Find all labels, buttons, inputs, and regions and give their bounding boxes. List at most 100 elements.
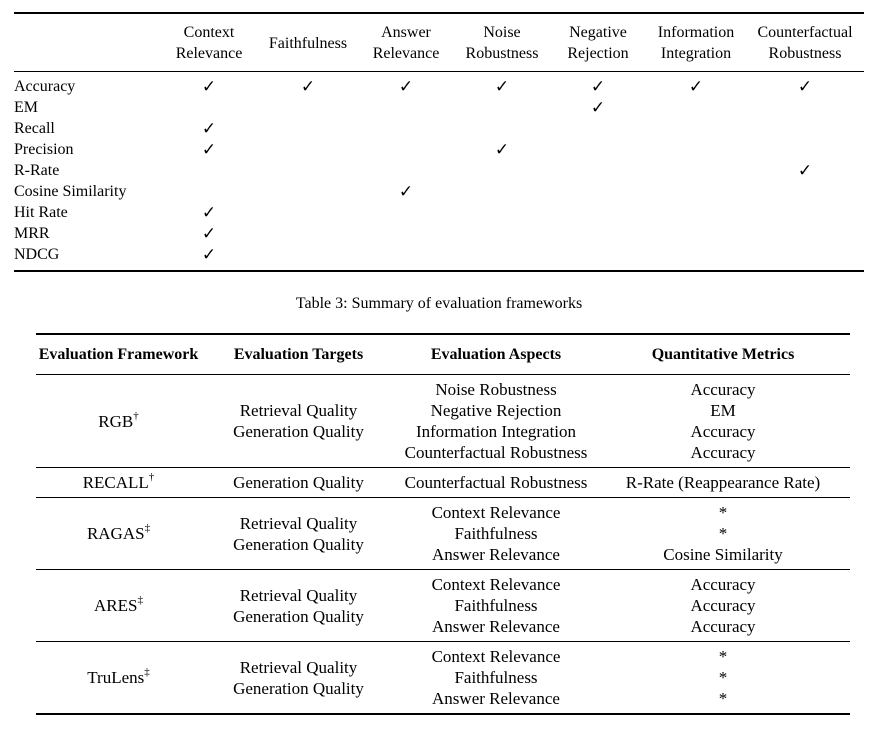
frameworks-summary-table: Evaluation Framework Evaluation Targets … (36, 333, 850, 715)
quantitative-metric-line: * (718, 647, 728, 666)
evaluation-target-line: Retrieval Quality (239, 513, 358, 533)
column-header-evaluation-targets: Evaluation Targets (201, 334, 396, 375)
aspects-cell: Context Relevance Faithfulness Answer Rele… (396, 569, 596, 642)
metrics-cell: Accuracy EM Accuracy Accuracy (596, 374, 850, 468)
empty-cell (550, 139, 646, 160)
empty-cell (746, 244, 864, 271)
metrics-cell: * * * (596, 642, 850, 715)
framework-marker: ‡ (144, 522, 151, 535)
evaluation-target-line: Retrieval Quality (239, 585, 358, 605)
framework-name-cell: TruLens‡ (36, 642, 201, 715)
framework-name-cell: RGB† (36, 374, 201, 468)
empty-cell (454, 223, 550, 244)
empty-cell (746, 223, 864, 244)
quantitative-metric-line: Accuracy (690, 380, 756, 399)
checkmark-icon: ✓ (398, 77, 414, 96)
empty-cell (454, 244, 550, 271)
checkmark-icon: ✓ (201, 140, 217, 159)
checkmark-icon: ✓ (797, 161, 813, 180)
checkmark-icon: ✓ (201, 245, 217, 264)
empty-cell (646, 160, 746, 181)
checkmark-icon: ✓ (797, 77, 813, 96)
empty-cell (646, 97, 746, 118)
evaluation-aspect-line: Answer Relevance (432, 689, 560, 708)
frameworks-header-row: Evaluation Framework Evaluation Targets … (36, 334, 850, 375)
empty-cell (258, 223, 358, 244)
evaluation-aspect-line: Faithfulness (454, 668, 538, 687)
evaluation-aspect-line: Answer Relevance (432, 545, 560, 564)
evaluation-target-line: Generation Quality (233, 473, 364, 492)
evaluation-aspect-line: Context Relevance (431, 647, 561, 666)
evaluation-aspect-line: Faithfulness (454, 596, 538, 615)
empty-cell (160, 160, 258, 181)
metric-label: Recall (14, 120, 55, 137)
checkmark-icon: ✓ (300, 77, 316, 96)
matrix-row: Cosine Similarity ✓ (14, 181, 864, 202)
quantitative-metric-line: Accuracy (690, 617, 756, 636)
checkmark-icon: ✓ (590, 98, 606, 117)
framework-row: RECALL† Generation Quality Counterfactual … (36, 467, 850, 498)
quantitative-metric-line: EM (710, 401, 736, 420)
targets-cell: Retrieval Quality Generation Quality (201, 569, 396, 642)
framework-name: RAGAS (86, 524, 145, 543)
quantitative-metric-line: * (718, 503, 728, 522)
paper-page: Context Relevance Faithfulness Answer Re… (0, 12, 878, 730)
empty-cell (646, 244, 746, 271)
checkmark-icon: ✓ (494, 140, 510, 159)
metrics-cell: * * Cosine Similarity (596, 497, 850, 570)
matrix-row: R-Rate ✓ (14, 160, 864, 181)
framework-row: ARES‡ Retrieval Quality Generation Quality… (36, 569, 850, 642)
evaluation-target-line: Generation Quality (233, 678, 364, 698)
quantitative-metric-line: * (718, 668, 728, 687)
column-header-noise-robustness: Noise Robustness (454, 13, 550, 72)
empty-cell (646, 181, 746, 202)
empty-cell (746, 97, 864, 118)
framework-row: RAGAS‡ Retrieval Quality Generation Qualit… (36, 497, 850, 570)
evaluation-aspect-line: Information Integration (415, 422, 577, 441)
framework-marker: † (148, 471, 155, 484)
empty-cell (258, 181, 358, 202)
framework-name-cell: RECALL† (36, 467, 201, 498)
aspects-cell: Counterfactual Robustness (396, 467, 596, 498)
evaluation-aspect-line: Negative Rejection (430, 401, 562, 420)
empty-cell (160, 181, 258, 202)
empty-cell (646, 139, 746, 160)
quantitative-metric-line: Accuracy (690, 443, 756, 462)
checkmark-icon: ✓ (201, 224, 217, 243)
column-header-negative-rejection: Negative Rejection (550, 13, 646, 72)
column-header-information-integration: Information Integration (646, 13, 746, 72)
empty-cell (358, 118, 454, 139)
empty-cell (258, 244, 358, 271)
targets-cell: Retrieval Quality Generation Quality (201, 642, 396, 715)
empty-cell (550, 202, 646, 223)
metric-label: Hit Rate (14, 204, 68, 221)
framework-name-cell: ARES‡ (36, 569, 201, 642)
column-header-quantitative-metrics: Quantitative Metrics (596, 334, 850, 375)
empty-cell (258, 139, 358, 160)
empty-cell (746, 118, 864, 139)
empty-cell (358, 139, 454, 160)
framework-row: TruLens‡ Retrieval Quality Generation Qual… (36, 642, 850, 715)
empty-cell (454, 97, 550, 118)
metric-label: Cosine Similarity (14, 183, 127, 200)
framework-name: RECALL (82, 473, 149, 492)
quantitative-metric-line: * (718, 689, 728, 708)
evaluation-target-line: Generation Quality (233, 534, 364, 554)
empty-cell (550, 223, 646, 244)
checkmark-icon: ✓ (494, 77, 510, 96)
framework-row: RGB† Retrieval Quality Generation Quality N… (36, 374, 850, 468)
matrix-row: NDCG ✓ (14, 244, 864, 271)
empty-cell (258, 118, 358, 139)
aspects-cell: Context Relevance Faithfulness Answer Rele… (396, 642, 596, 715)
evaluation-target-line: Generation Quality (233, 422, 364, 441)
column-header-counterfactual-robustness: Counterfactual Robustness (746, 13, 864, 72)
evaluation-aspect-line: Answer Relevance (432, 617, 560, 636)
empty-cell (160, 97, 258, 118)
metric-label: Accuracy (14, 78, 76, 95)
metric-label: R-Rate (14, 162, 60, 179)
checkmark-icon: ✓ (398, 182, 414, 201)
metric-label: EM (14, 99, 38, 116)
empty-cell (550, 181, 646, 202)
empty-cell (550, 118, 646, 139)
empty-cell (746, 139, 864, 160)
